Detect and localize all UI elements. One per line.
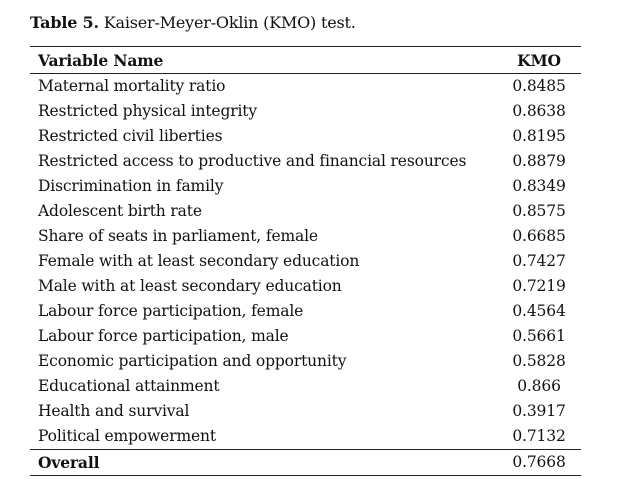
kmo-value: 0.7132 [512,427,566,445]
table-title: Kaiser-Meyer-Oklin (KMO) test. [98,13,356,32]
table-row: Restricted access to productive and fina… [30,149,581,174]
variable-name: Adolescent birth rate [38,202,202,220]
kmo-value: 0.7427 [512,252,566,270]
variable-name: Male with at least secondary education [38,277,342,295]
variable-name: Health and survival [38,402,190,420]
kmo-value: 0.8879 [512,152,566,170]
kmo-value: 0.8575 [512,202,566,220]
overall-row: Overall 0.7668 [30,449,581,476]
table-row: Adolescent birth rate 0.8575 [30,199,581,224]
kmo-value: 0.6685 [512,227,566,245]
variable-name: Political empowerment [38,427,216,445]
kmo-value: 0.4564 [512,302,566,320]
overall-label: Overall [38,453,100,472]
kmo-value: 0.5661 [512,327,566,345]
table-row: Restricted physical integrity 0.8638 [30,99,581,124]
table-caption: Table 5. Kaiser-Meyer-Oklin (KMO) test. [30,13,356,32]
header-variable-name: Variable Name [38,50,164,70]
kmo-value: 0.7219 [512,277,566,295]
variable-name: Labour force participation, female [38,302,304,320]
variable-name: Economic participation and opportunity [38,352,347,370]
table-row: Educational attainment 0.866 [30,374,581,399]
kmo-value: 0.8638 [512,102,566,120]
kmo-value: 0.3917 [512,402,566,420]
overall-kmo-value: 0.7668 [512,453,566,471]
variable-name: Restricted civil liberties [38,127,223,145]
kmo-table: Variable Name KMO Maternal mortality rat… [30,46,581,476]
kmo-value: 0.8349 [512,177,566,195]
table-number: Table 5. [30,13,99,32]
variable-name: Restricted physical integrity [38,102,257,120]
variable-name: Labour force participation, male [38,327,289,345]
kmo-value: 0.8485 [512,77,566,95]
table-row: Labour force participation, female 0.4564 [30,299,581,324]
table-row: Political empowerment 0.7132 [30,424,581,450]
variable-name: Share of seats in parliament, female [38,227,318,245]
variable-name: Discrimination in family [38,177,224,195]
variable-name: Maternal mortality ratio [38,77,226,95]
table-row: Maternal mortality ratio 0.8485 [30,74,581,100]
variable-name: Restricted access to productive and fina… [38,152,467,170]
header-row: Variable Name KMO [30,46,581,74]
table-row: Restricted civil liberties 0.8195 [30,124,581,149]
table-row: Economic participation and opportunity 0.… [30,349,581,374]
kmo-value: 0.8195 [512,127,566,145]
table-row: Female with at least secondary education… [30,249,581,274]
table-row: Male with at least secondary education 0.… [30,274,581,299]
table-row: Health and survival 0.3917 [30,399,581,424]
table-row: Share of seats in parliament, female 0.66… [30,224,581,249]
kmo-value: 0.5828 [512,352,566,370]
table-row: Labour force participation, male 0.5661 [30,324,581,349]
table-row: Discrimination in family 0.8349 [30,174,581,199]
variable-name: Female with at least secondary education [38,252,360,270]
header-kmo: KMO [517,50,561,70]
variable-name: Educational attainment [38,377,220,395]
kmo-value: 0.866 [517,377,561,395]
